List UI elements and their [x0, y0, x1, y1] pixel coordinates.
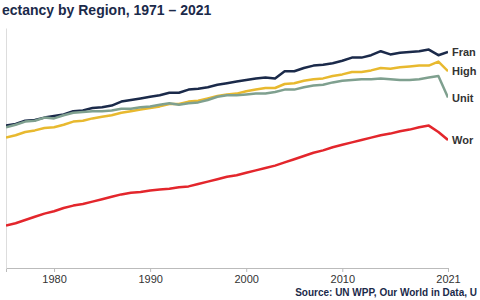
series-labels: Fran High Unit Wor — [452, 46, 477, 146]
x-tick-label: 2000 — [234, 273, 258, 285]
x-tick-label: 2010 — [331, 273, 355, 285]
series-line — [6, 76, 448, 127]
x-axis-line — [7, 269, 449, 273]
series-line — [6, 62, 448, 138]
x-tick-mark — [448, 268, 449, 272]
series-label: Unit — [452, 92, 474, 104]
x-tick: 2010 — [331, 268, 355, 285]
x-tick: 1990 — [138, 268, 162, 285]
x-tick-label: 2021 — [436, 273, 460, 285]
y-axis — [6, 29, 7, 269]
x-tick-label: 1980 — [42, 273, 66, 285]
plot: 1980 1990 2000 2010 2021 — [6, 29, 461, 285]
x-tick-mark — [246, 268, 247, 272]
series-line — [6, 126, 448, 226]
source: Source: UN WPP, Our World in Data, U — [295, 287, 477, 298]
x-tick: 2021 — [436, 268, 460, 285]
x-axis: 1980 1990 2000 2010 2021 — [7, 268, 461, 285]
chart: 1980 1990 2000 2010 2021 ectancy by Region, 1… — [0, 0, 480, 300]
series-label: Fran — [452, 46, 476, 58]
x-tick-mark — [150, 268, 151, 272]
title: ectancy by Region, 1971 – 2021 — [2, 2, 212, 18]
x-tick: 1980 — [42, 268, 66, 285]
series-label: High — [452, 65, 477, 77]
y-axis-line — [6, 29, 7, 269]
x-tick: 2000 — [234, 268, 258, 285]
x-tick-mark — [54, 268, 55, 272]
x-tick-mark — [342, 268, 343, 272]
series-label: Wor — [452, 134, 474, 146]
lines — [6, 50, 448, 226]
x-tick-label: 1990 — [138, 273, 162, 285]
